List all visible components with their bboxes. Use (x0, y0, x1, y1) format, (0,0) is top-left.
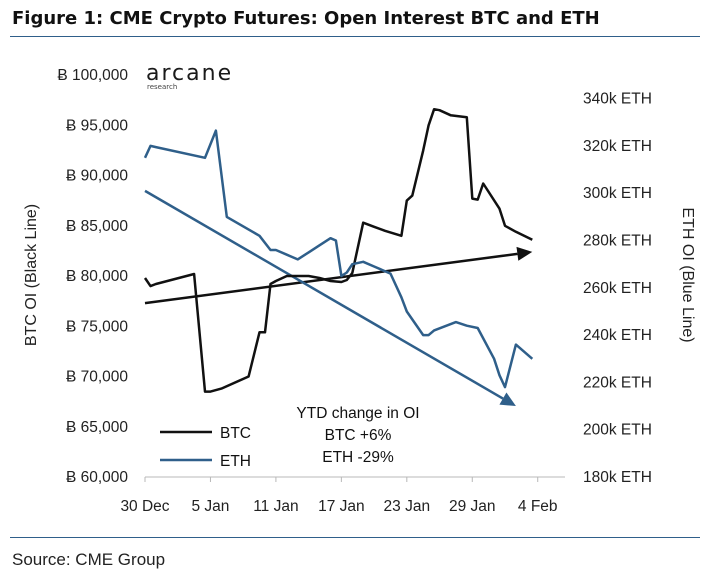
y2-tick-220000: 220k ETH (583, 374, 652, 391)
trendline-arrow-eth-trend (499, 392, 516, 407)
arcane-logo: arcane research (146, 61, 233, 91)
y2-tick-280000: 280k ETH (583, 233, 652, 250)
x-tick-23-jan: 23 Jan (384, 498, 431, 515)
logo-tagline: research (147, 83, 177, 91)
annotation-heading: YTD change in OI (296, 405, 419, 422)
x-axis-ticks: 30 Dec 5 Jan 11 Jan 17 Jan 23 Jan 29 Jan 4 Feb (120, 477, 558, 515)
y-tick-90000: Ƀ 90,000 (66, 168, 128, 185)
y-tick-80000: Ƀ 80,000 (66, 268, 128, 285)
y2-tick-320000: 320k ETH (583, 138, 652, 155)
y-tick-75000: Ƀ 75,000 (66, 318, 128, 335)
y-tick-65000: Ƀ 65,000 (66, 419, 128, 436)
y2-tick-180000: 180k ETH (583, 469, 652, 486)
legend-label-eth: ETH (220, 453, 251, 470)
x-tick-11-jan: 11 Jan (253, 498, 298, 515)
figure-title: Figure 1: CME Crypto Futures: Open Inter… (12, 8, 600, 29)
legend: BTC ETH (160, 425, 251, 470)
trendline-btc-trend (144, 252, 518, 305)
annotation-eth: ETH -29% (322, 449, 394, 466)
left-axis-title: BTC OI (Black Line) (23, 204, 40, 346)
y2-tick-300000: 300k ETH (583, 185, 652, 202)
y-tick-100000: Ƀ 100,000 (57, 67, 128, 84)
y-tick-70000: Ƀ 70,000 (66, 369, 128, 386)
bottom-rule (10, 537, 700, 538)
right-axis-title: ETH OI (Blue Line) (679, 207, 696, 342)
left-axis-ticks: Ƀ 60,000 Ƀ 65,000 Ƀ 70,000 Ƀ 75,000 Ƀ 80,000… (57, 67, 128, 486)
annotation-btc: BTC +6% (325, 427, 392, 444)
legend-label-btc: BTC (220, 425, 251, 442)
x-tick-17-jan: 17 Jan (318, 498, 365, 515)
series-line-btc (143, 107, 533, 393)
right-axis-ticks: 180k ETH 200k ETH 220k ETH 240k ETH 260k ETH… (583, 91, 652, 486)
x-tick-5-jan: 5 Jan (191, 498, 229, 515)
logo-wordmark: arcane (146, 61, 233, 86)
x-tick-4-feb: 4 Feb (518, 498, 558, 515)
source-note: Source: CME Group (12, 550, 166, 569)
trendline-eth-trend (144, 189, 504, 400)
y2-tick-240000: 240k ETH (583, 327, 652, 344)
series-line-eth (143, 129, 534, 389)
series-layer (143, 107, 534, 407)
x-tick-30-dec: 30 Dec (120, 498, 169, 515)
trendline-arrow-btc-trend (516, 246, 533, 261)
y2-tick-200000: 200k ETH (583, 422, 652, 439)
top-rule (10, 36, 700, 37)
x-tick-29-jan: 29 Jan (449, 498, 496, 515)
ytd-annotation: YTD change in OI BTC +6% ETH -29% (296, 405, 419, 466)
y2-tick-260000: 260k ETH (583, 280, 652, 297)
y-tick-95000: Ƀ 95,000 (66, 117, 128, 134)
y-tick-85000: Ƀ 85,000 (66, 218, 128, 235)
y2-tick-340000: 340k ETH (583, 91, 652, 108)
y-tick-60000: Ƀ 60,000 (66, 469, 128, 486)
